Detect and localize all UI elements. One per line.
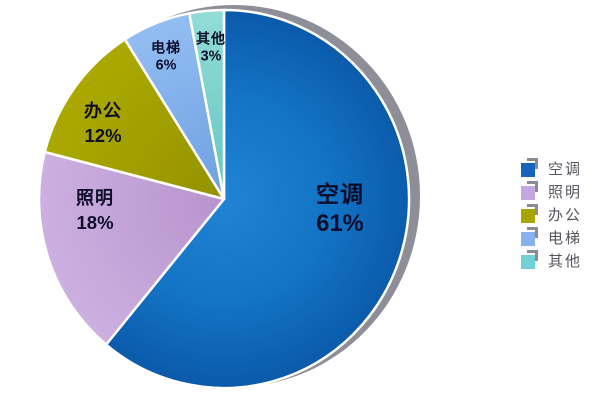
legend-key-icon [521, 204, 538, 223]
slice-name: 照明 [76, 187, 114, 208]
legend-label: 电梯 [548, 230, 583, 247]
legend-color-swatch [521, 232, 535, 246]
legend-item-office: 办公 [521, 204, 583, 224]
legend-key-shadow [527, 250, 538, 261]
slice-label-air-conditioning: 空调 61% [316, 179, 364, 241]
slice-name: 电梯 [151, 39, 181, 56]
legend-key-icon [521, 227, 538, 246]
legend-key-icon [521, 158, 538, 177]
slice-percent: 61% [316, 211, 364, 238]
slice-percent: 12% [84, 124, 122, 146]
legend-key-icon [521, 181, 538, 200]
slice-label-office: 办公 12% [84, 100, 122, 148]
legend-key-icon [521, 250, 538, 269]
legend-key-shadow [527, 181, 538, 192]
slice-name: 空调 [316, 181, 364, 208]
slice-label-lighting: 照明 18% [76, 187, 114, 235]
legend-key-shadow [527, 204, 538, 215]
pie-slice-other [188, 8, 226, 201]
legend-color-swatch [521, 255, 535, 269]
legend-color-swatch [521, 186, 535, 200]
legend-label: 其他 [548, 253, 583, 270]
legend-item-air-conditioning: 空调 [521, 158, 583, 178]
legend-label: 照明 [548, 184, 583, 201]
legend-item-lighting: 照明 [521, 181, 583, 201]
legend-color-swatch [521, 163, 535, 177]
legend-color-swatch [521, 209, 535, 223]
slice-label-elevator: 电梯 6% [151, 38, 181, 76]
slice-name: 办公 [84, 100, 122, 121]
slice-label-other: 其他 3% [196, 29, 226, 67]
pie-slice-office [43, 38, 226, 201]
legend-item-elevator: 电梯 [521, 227, 583, 247]
legend: 空调 照明 办公 电梯 [521, 158, 583, 270]
legend-key-shadow [527, 227, 538, 238]
slice-name: 其他 [196, 30, 226, 47]
pie-slice-lighting [37, 150, 226, 346]
pie-slice-air-conditioning [104, 8, 411, 390]
legend-label: 空调 [548, 161, 583, 178]
slice-percent: 6% [155, 57, 177, 74]
slice-percent: 18% [76, 211, 114, 233]
legend-key-shadow [527, 158, 538, 169]
legend-label: 办公 [548, 207, 583, 224]
slice-percent: 3% [200, 48, 222, 65]
legend-item-other: 其他 [521, 250, 583, 270]
